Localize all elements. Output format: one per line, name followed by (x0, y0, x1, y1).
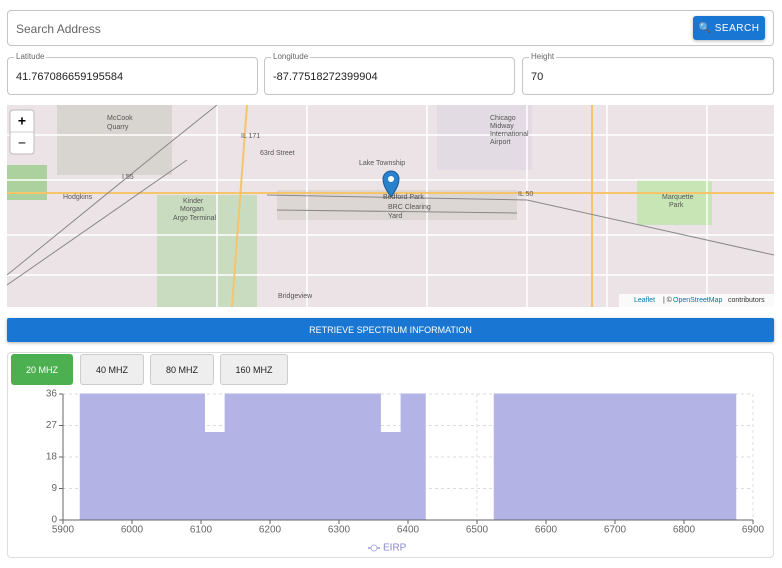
field-value[interactable]: 70 (531, 71, 544, 83)
map-label: IL 171 (241, 133, 260, 140)
chart: 0 9 18 27 36 5900 6000 6100 6200 6300 6400 6500 6600… (46, 389, 765, 554)
map-label: Lake Township (359, 160, 405, 167)
y-tick-label: 0 (51, 515, 57, 526)
field-label: Longitude (271, 52, 311, 61)
tab[interactable]: 20 MHZ (11, 354, 73, 385)
x-tick-label: 6100 (190, 525, 213, 536)
chart-panel: 0 9 18 27 36 5900 6000 6100 6200 6300 6400 6500 6600… (7, 352, 774, 558)
y-tick-label: 27 (46, 420, 58, 431)
search-placeholder[interactable]: Search Address (16, 22, 101, 36)
map-label: Hodgkins (63, 194, 93, 201)
attribution-text: contributors (728, 297, 765, 304)
legend-swatch (370, 544, 378, 552)
map-label: Morgan (180, 206, 204, 213)
tab[interactable]: 160 MHZ (220, 354, 288, 385)
x-tick-label: 6600 (535, 525, 558, 536)
field-label: Latitude (14, 52, 47, 61)
x-tick-label: 6800 (673, 525, 696, 536)
map[interactable]: McCook Quarry Hodgkins IL 171 63rd Street I 5… (7, 105, 774, 307)
tab[interactable]: 80 MHZ (150, 354, 214, 385)
attribution-link[interactable]: OpenStreetMap (673, 297, 723, 304)
rail-yard (277, 190, 517, 220)
railways (7, 105, 774, 286)
height-field[interactable]: Height 70 (522, 52, 774, 95)
location-marker[interactable] (382, 170, 400, 198)
field-value[interactable]: -87.77518272399904 (273, 71, 378, 83)
field-value[interactable]: 41.767086659195584 (16, 71, 124, 83)
map-label: Bridgeview (278, 293, 313, 300)
x-tick-label: 6300 (328, 525, 351, 536)
longitude-field[interactable]: Longitude -87.77518272399904 (264, 52, 515, 95)
tab[interactable]: 40 MHZ (80, 354, 144, 385)
x-tick-label: 6500 (466, 525, 489, 536)
map-label: Argo Terminal (173, 215, 217, 222)
x-tick-label: 6700 (604, 525, 627, 536)
x-tick-label: 5900 (52, 525, 75, 536)
zoom-in[interactable]: + (18, 113, 26, 129)
field-label: Height (529, 52, 557, 61)
map-label: IL 50 (518, 191, 533, 198)
map-label: Park (669, 202, 684, 209)
x-tick-label: 6900 (742, 525, 765, 536)
map-label: International (490, 131, 529, 138)
map-label: Kinder (183, 198, 204, 205)
map-label: McCook (107, 115, 133, 122)
map-label: Chicago (490, 115, 516, 122)
retrieve-button[interactable]: RETRIEVE SPECTRUM INFORMATION (7, 318, 774, 342)
attribution-bg (619, 294, 774, 307)
x-tick-label: 6000 (121, 525, 144, 536)
park-area (157, 195, 257, 307)
map-label: 63rd Street (260, 150, 295, 157)
park-area (7, 165, 47, 200)
latitude-field[interactable]: Latitude 41.767086659195584 (7, 52, 258, 95)
y-tick-label: 18 (46, 452, 58, 463)
zoom-out[interactable]: − (18, 135, 26, 151)
map-label: Bedford Park (383, 194, 424, 201)
x-tick-label: 6200 (259, 525, 282, 536)
map-label: Midway (490, 123, 514, 130)
x-tick-label: 6400 (397, 525, 420, 536)
attribution-text: | © (663, 296, 673, 304)
legend-label[interactable]: EIRP (383, 543, 407, 554)
park-area (637, 180, 712, 225)
airport-area (437, 105, 532, 170)
map-label: Quarry (107, 124, 129, 131)
map-label: Yard (388, 213, 402, 220)
search-button[interactable]: 🔍 SEARCH (693, 16, 765, 40)
marker-dot (388, 176, 394, 182)
search-button-label[interactable]: SEARCH (714, 22, 760, 34)
y-tick-label: 9 (51, 483, 57, 494)
search-bar[interactable]: Search Address 🔍 SEARCH (7, 10, 774, 46)
map-label: BRC Clearing (388, 204, 431, 211)
map-label: I 55 (122, 174, 134, 181)
quarry-area (57, 105, 172, 175)
map-label: Marquette (662, 194, 694, 201)
attribution-link[interactable]: Leaflet (634, 297, 655, 304)
area (79, 393, 737, 521)
map-label: Airport (490, 139, 511, 146)
y-tick-label: 36 (46, 389, 58, 400)
